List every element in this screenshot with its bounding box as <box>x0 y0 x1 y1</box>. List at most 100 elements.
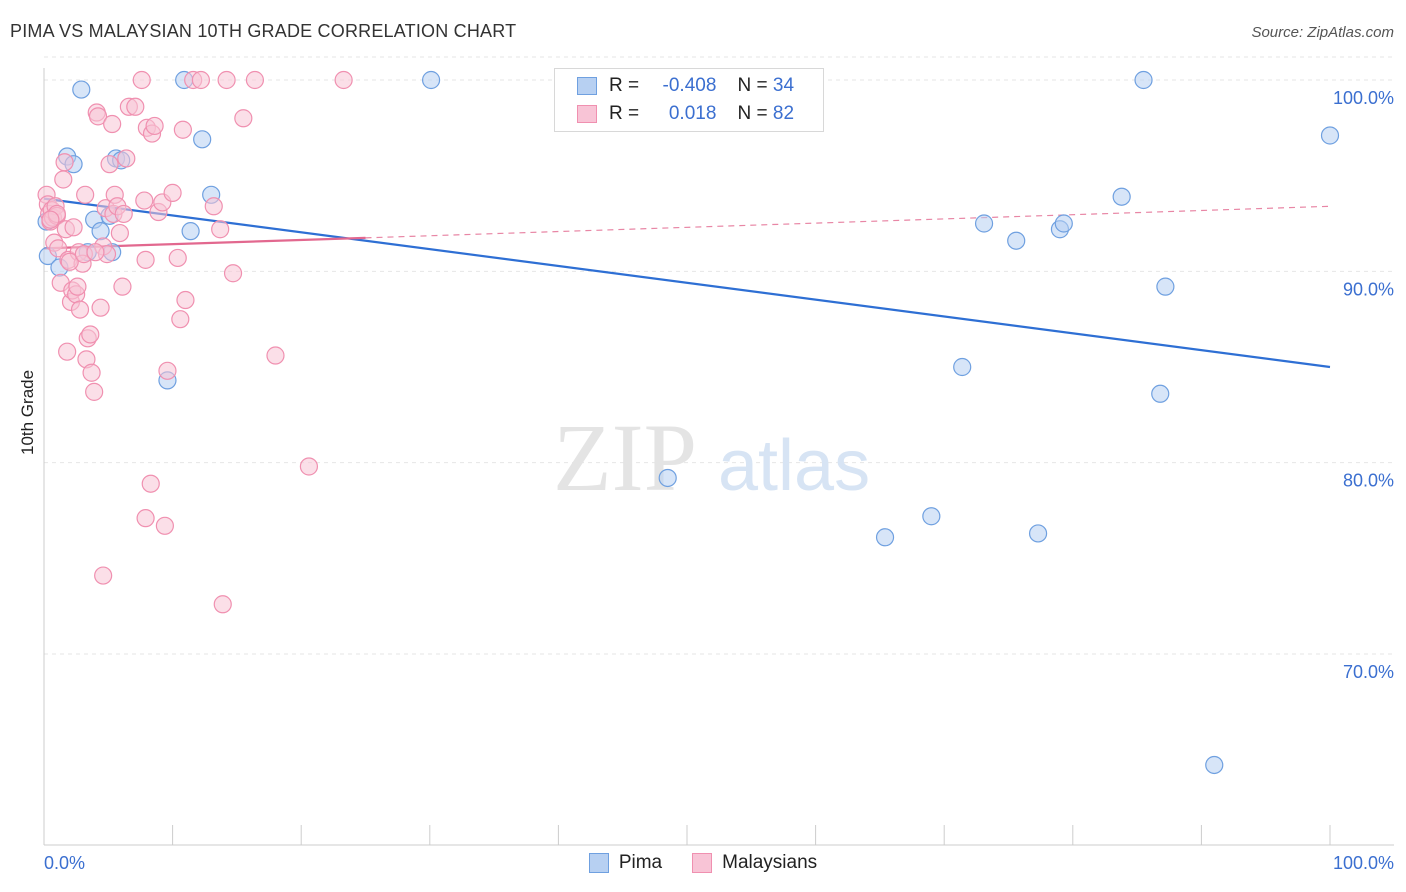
malaysians-point <box>110 223 129 243</box>
malaysians-r-value: 0.018 <box>668 103 717 124</box>
trend-lines <box>43 197 1331 369</box>
pima-n-value: 34 <box>772 75 795 96</box>
malaysians-point <box>64 218 83 237</box>
malaysians-point <box>173 120 192 139</box>
pima-r-value: -0.408 <box>662 75 717 96</box>
pima-point <box>974 214 994 233</box>
malaysians-point <box>49 239 68 258</box>
legend-malaysians-swatch <box>692 853 713 873</box>
malaysians-point <box>86 243 105 262</box>
pima-point <box>922 507 941 526</box>
pima-swatch <box>577 77 597 95</box>
legend-row-pima: R = -0.408 N = 34 <box>577 72 794 100</box>
malaysians-point <box>163 183 182 202</box>
malaysians-point <box>213 595 232 614</box>
malaysians-point <box>171 310 190 329</box>
malaysians-point <box>41 210 60 229</box>
malaysians-point <box>54 170 73 189</box>
malaysians-point <box>55 153 74 172</box>
series-legend: Pima Malaysians <box>0 852 1406 874</box>
malaysians-n-value: 82 <box>772 103 795 124</box>
malaysians-point <box>155 516 174 535</box>
malaysians-point <box>60 252 79 271</box>
gridlines <box>44 56 1394 655</box>
malaysians-point <box>217 70 236 90</box>
legend-item-pima: Pima <box>588 852 662 874</box>
legend-item-malaysians: Malaysians <box>692 852 817 874</box>
malaysians-point <box>204 197 223 216</box>
malaysians-point <box>76 185 95 204</box>
stats-legend: R = -0.408 N = 34 R = 0.018 N = 82 <box>554 68 824 132</box>
malaysians-r-label: R = <box>609 103 640 124</box>
malaysians-point <box>135 191 154 210</box>
x-tick-label-min: 0.0% <box>44 853 85 873</box>
pima-point <box>1112 187 1131 206</box>
malaysians-point <box>126 97 145 116</box>
malaysians-point <box>114 204 133 224</box>
pima-point <box>658 468 677 488</box>
pima-point <box>91 222 110 241</box>
malaysians-point <box>85 382 104 401</box>
source-label: Source: ZipAtlas.com <box>1251 24 1394 41</box>
pima-point <box>1205 755 1224 775</box>
pima-point <box>421 70 441 90</box>
chart-title: PIMA VS MALAYSIAN 10TH GRADE CORRELATION… <box>10 21 517 41</box>
malaysians-point <box>81 325 100 344</box>
malaysians-point <box>141 474 160 493</box>
pima-point <box>193 130 212 149</box>
watermark-atlas: atlas <box>718 426 870 506</box>
y-tick-label: 100.0% <box>1333 88 1394 108</box>
malaysians-point <box>117 149 136 168</box>
pima-point <box>1151 384 1170 403</box>
pima-point <box>1028 524 1048 543</box>
malaysians-point <box>234 109 253 128</box>
malaysians-point <box>91 298 110 317</box>
malaysians-point <box>100 155 119 174</box>
malaysians-point <box>132 70 151 90</box>
pima-point <box>875 528 895 547</box>
malaysians-point <box>334 70 353 90</box>
pima-n-label: N = <box>737 75 768 96</box>
watermark-zip: ZIP <box>553 404 697 511</box>
legend-row-malaysians: R = 0.018 N = 82 <box>577 100 794 128</box>
malaysians-point <box>176 290 195 310</box>
pima-trend-line <box>43 197 1331 369</box>
y-tick-label: 80.0% <box>1343 471 1394 491</box>
malaysians-n-label: N = <box>737 103 768 124</box>
malaysians-point <box>223 264 243 283</box>
malaysians-point <box>191 70 210 90</box>
pima-point <box>72 80 91 99</box>
malaysians-point <box>88 107 108 126</box>
y-tick-label: 90.0% <box>1343 279 1394 299</box>
malaysians-trend-line-extrapolated <box>365 205 1331 239</box>
malaysians-point <box>82 363 101 382</box>
data-points <box>37 70 1340 775</box>
pima-point <box>181 222 200 241</box>
legend-malaysians-label: Malaysians <box>722 852 818 873</box>
pima-point <box>1054 214 1073 233</box>
malaysians-point <box>158 361 177 380</box>
pima-point <box>1320 126 1340 145</box>
pima-point <box>1007 231 1026 250</box>
legend-pima-swatch <box>588 853 609 873</box>
malaysians-point <box>113 277 132 296</box>
x-tick-label-max: 100.0% <box>1333 853 1394 873</box>
malaysians-point <box>94 566 113 585</box>
malaysians-point <box>145 116 164 136</box>
pima-point <box>953 357 972 377</box>
malaysians-point <box>299 457 319 476</box>
malaysians-point <box>103 114 122 134</box>
malaysians-point <box>168 248 187 268</box>
malaysians-point <box>136 509 155 528</box>
malaysians-point <box>70 300 90 319</box>
malaysians-point <box>58 342 77 361</box>
malaysians-point <box>211 220 230 239</box>
malaysians-swatch <box>577 105 597 123</box>
malaysians-point <box>266 346 285 365</box>
pima-point <box>1134 70 1153 90</box>
pima-r-label: R = <box>609 75 640 96</box>
malaysians-point <box>68 277 87 296</box>
malaysians-point <box>136 250 155 269</box>
malaysians-point <box>245 70 265 90</box>
